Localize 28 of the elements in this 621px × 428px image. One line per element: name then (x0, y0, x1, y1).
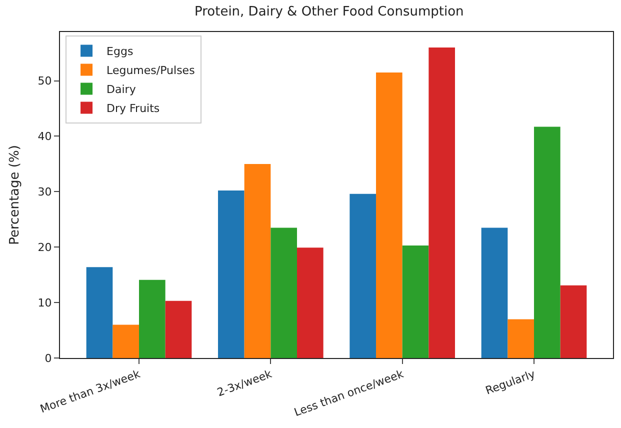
bar (560, 285, 587, 358)
bar (165, 300, 192, 358)
y-tick-label: 10 (38, 296, 52, 310)
chart-title: Protein, Dairy & Other Food Consumption (194, 4, 464, 20)
y-tick-label: 50 (38, 74, 52, 88)
legend-label: Eggs (106, 45, 134, 58)
bar (508, 319, 534, 358)
bar (350, 194, 376, 358)
legend-label: Dairy (106, 83, 136, 96)
bar (139, 280, 166, 358)
bar (112, 324, 139, 358)
legend-label: Dry Fruits (106, 102, 160, 116)
y-tick-label: 20 (38, 240, 52, 254)
bar (481, 228, 508, 358)
bar (376, 72, 402, 358)
bar (218, 190, 244, 358)
bar (428, 48, 455, 358)
y-tick-label: 40 (38, 130, 52, 144)
y-axis-title: Percentage (%) (8, 145, 23, 245)
bar (270, 228, 297, 358)
y-tick-label: 0 (44, 352, 52, 365)
bar (244, 164, 271, 358)
bar (402, 245, 429, 358)
bar (534, 126, 560, 358)
legend-label: Legumes/Pulses (106, 64, 196, 78)
y-tick-label: 30 (38, 186, 52, 199)
bar (86, 267, 113, 358)
bar (297, 248, 324, 358)
